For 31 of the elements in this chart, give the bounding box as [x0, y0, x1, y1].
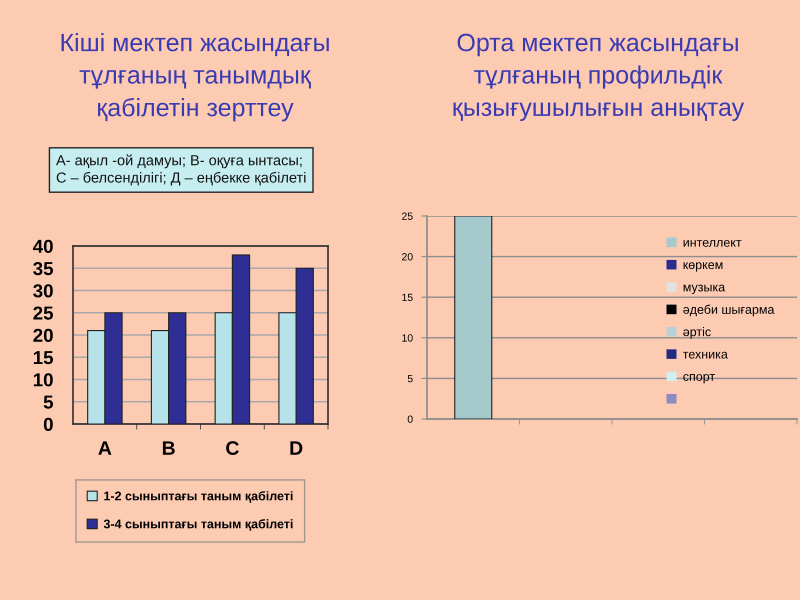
x-tick-label: C	[226, 441, 239, 455]
legend-label: музыка	[684, 284, 726, 294]
legend-label: техника	[682, 352, 728, 359]
y-tick-label: 15	[34, 351, 54, 364]
y-tick-label: 25	[402, 212, 413, 220]
legend-label: әдеби шығарма	[683, 304, 774, 316]
legend-label: спорт	[683, 374, 715, 384]
legend-label: әртіс	[683, 327, 711, 339]
x-tick-label: D	[290, 441, 302, 455]
y-tick-label: 25	[33, 306, 54, 320]
chart-title: Кіші мектеп жасындағы тұлғаның танымдық қабілетін зерттеу	[62, 33, 329, 122]
y-tick-label: 5	[408, 375, 413, 382]
y-tick-label: 15	[402, 294, 413, 302]
legend-label: 1-2 сыныптағы таным қабілеті	[104, 491, 293, 503]
y-tick-label: 0	[408, 416, 413, 423]
legend-label: көркем	[684, 262, 722, 272]
y-tick-label: 10	[34, 373, 53, 386]
y-tick-label: 35	[33, 262, 54, 276]
legend-label: интеллект	[684, 240, 742, 247]
y-tick-label: 0	[44, 418, 53, 431]
x-tick-label: A	[98, 441, 112, 455]
y-tick-label: 10	[402, 334, 413, 342]
y-tick-label: 30	[33, 284, 53, 298]
y-tick-label: 20	[402, 253, 413, 260]
y-tick-label: 5	[44, 396, 54, 409]
text: А- ақыл -ой дамуы; В- оқуға ынтасы; С – белсенділігі; Д – еңбекке қабілеті	[56, 154, 306, 186]
chart-title: Орта мектеп жасындағы тұлғаның профильдік қызығушылығын анықтау	[454, 34, 744, 122]
y-tick-label: 40	[32, 240, 53, 253]
x-tick-label: B	[162, 441, 175, 455]
y-tick-label: 20	[33, 328, 53, 342]
legend-label: 3-4 сыныптағы таным қабілеті	[104, 519, 293, 531]
